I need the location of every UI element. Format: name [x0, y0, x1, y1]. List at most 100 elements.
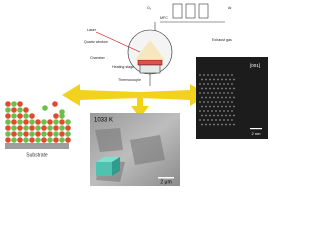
- lattice-dot: [199, 83, 201, 85]
- atom: [17, 119, 23, 125]
- atom: [11, 107, 17, 113]
- atom: [5, 137, 11, 143]
- lattice-dot: [225, 123, 227, 126]
- lattice-dot: [217, 78, 219, 81]
- lattice-dot: [223, 92, 225, 94]
- lattice-dot: [213, 87, 215, 90]
- lattice-dot: [219, 119, 221, 121]
- lattice-dot: [231, 92, 233, 94]
- apparatus-label: MFC: [160, 16, 168, 20]
- lattice-dot: [221, 96, 223, 99]
- lattice-dot: [199, 101, 201, 103]
- atom: [29, 137, 35, 143]
- atom: [23, 119, 29, 125]
- atom: [47, 137, 53, 143]
- atom: [53, 137, 59, 143]
- lattice-dot: [223, 119, 225, 121]
- arrow-left: [62, 84, 140, 106]
- lattice-dot: [229, 105, 231, 108]
- atom: [29, 125, 35, 131]
- lattice-dot: [201, 114, 203, 117]
- adatom: [42, 105, 48, 111]
- lattice-dot: [207, 83, 209, 85]
- atom: [35, 137, 41, 143]
- lattice-dot: [229, 96, 231, 99]
- lattice-dot: [211, 101, 213, 103]
- lattice-dot: [215, 101, 217, 103]
- atom: [17, 137, 23, 143]
- atom: [23, 107, 29, 113]
- lattice-dot: [217, 87, 219, 90]
- atom-stack: [5, 101, 71, 143]
- lattice-dot: [205, 78, 207, 81]
- atom: [5, 101, 11, 107]
- substrate-label: Substrate: [26, 152, 48, 158]
- lattice-dot: [207, 101, 209, 103]
- lattice-dot: [199, 92, 201, 94]
- lattice-dot: [231, 74, 233, 76]
- atom: [41, 137, 47, 143]
- lattice-dot: [231, 119, 233, 121]
- atom: [41, 119, 47, 125]
- lattice-dot: [209, 96, 211, 99]
- atom: [17, 131, 23, 137]
- atom: [17, 125, 23, 131]
- tem-image: [196, 57, 268, 139]
- lattice-dot: [231, 110, 233, 112]
- lattice-dot: [223, 110, 225, 112]
- lattice-dot: [233, 96, 235, 99]
- apparatus-label: O₂: [147, 6, 152, 10]
- atom: [47, 119, 53, 125]
- lattice-dot: [207, 74, 209, 76]
- lattice-dot: [233, 78, 235, 81]
- atom: [65, 119, 71, 125]
- atom: [65, 137, 71, 143]
- lattice-dot: [199, 119, 201, 121]
- apparatus-label: Laser: [87, 28, 97, 32]
- atom: [35, 125, 41, 131]
- arrow-right: [140, 84, 208, 106]
- lattice-dot: [201, 123, 203, 126]
- lattice-dot: [213, 78, 215, 81]
- lattice-dot: [233, 105, 235, 108]
- lattice-dot: [215, 92, 217, 94]
- lattice-dot: [205, 96, 207, 99]
- atom: [41, 131, 47, 137]
- lattice-dot: [215, 83, 217, 85]
- lattice-dot: [207, 92, 209, 94]
- atom: [47, 131, 53, 137]
- lattice-dot: [213, 105, 215, 108]
- atom: [53, 119, 59, 125]
- lattice-dot: [227, 92, 229, 94]
- atom: [29, 113, 35, 119]
- lattice-dot: [223, 83, 225, 85]
- lattice-dot: [203, 110, 205, 112]
- atom: [53, 131, 59, 137]
- atom: [5, 131, 11, 137]
- lattice-dot: [209, 105, 211, 108]
- atom: [23, 113, 29, 119]
- arrow-down: [131, 95, 149, 118]
- lattice-dot: [223, 101, 225, 103]
- lattice-dot: [201, 78, 203, 81]
- lattice-dot: [199, 110, 201, 112]
- atom: [41, 125, 47, 131]
- lattice-dot: [233, 87, 235, 90]
- atom: [23, 137, 29, 143]
- lattice-dot: [201, 96, 203, 99]
- atom: [53, 125, 59, 131]
- arrows: [62, 84, 208, 118]
- apparatus-label: Chamber: [90, 56, 106, 60]
- atom: [5, 125, 11, 131]
- lattice-dot: [213, 96, 215, 99]
- atom: [29, 131, 35, 137]
- lattice-dot: [203, 74, 205, 76]
- atom: [59, 119, 65, 125]
- lattice-dot: [219, 92, 221, 94]
- atom: [11, 137, 17, 143]
- lattice-dot: [229, 114, 231, 117]
- lattice-dot: [209, 114, 211, 117]
- lattice-dot: [231, 83, 233, 85]
- atom: [59, 131, 65, 137]
- lattice-dot: [205, 114, 207, 117]
